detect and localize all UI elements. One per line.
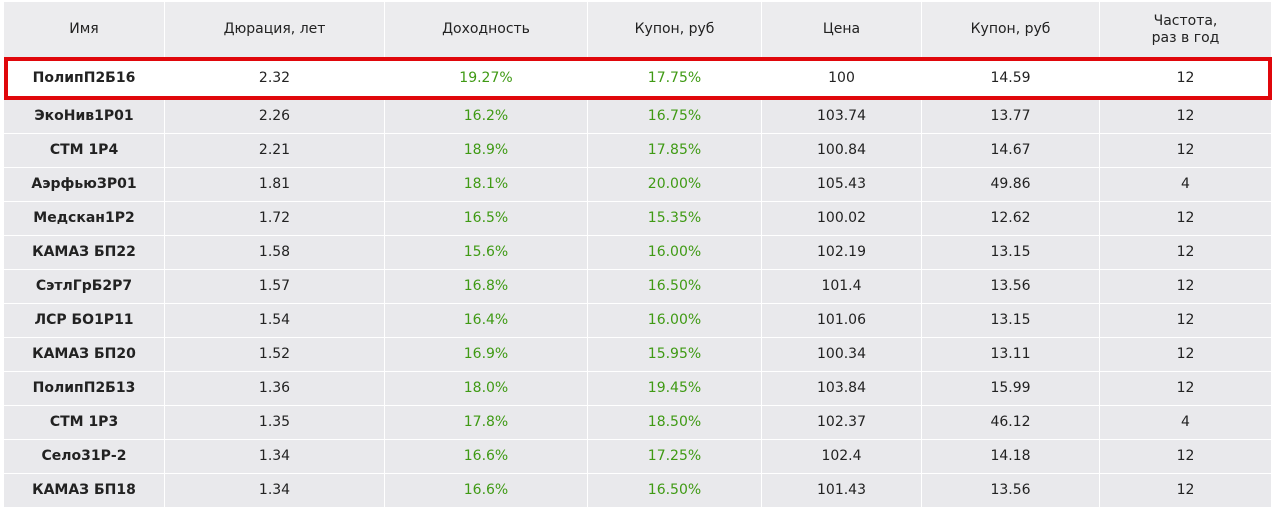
table-cell: 102.4 [762, 440, 922, 474]
table-cell: 16.6% [385, 474, 588, 508]
bond-name: ЛСР БО1Р11 [4, 304, 165, 338]
table-cell: 1.34 [165, 440, 385, 474]
table-cell: 16.8% [385, 270, 588, 304]
table-cell: 1.52 [165, 338, 385, 372]
table-cell: 13.15 [922, 236, 1100, 270]
table-cell: 2.21 [165, 134, 385, 168]
table-cell: 15.99 [922, 372, 1100, 406]
table-cell: 103.84 [762, 372, 922, 406]
table-cell: 102.19 [762, 236, 922, 270]
table-cell: 1.57 [165, 270, 385, 304]
table-cell: 13.56 [922, 474, 1100, 508]
bond-name: КАМАЗ БП20 [4, 338, 165, 372]
bond-name: СТМ 1Р3 [4, 406, 165, 440]
table-cell: 12 [1100, 304, 1272, 338]
table-cell: 12 [1100, 270, 1272, 304]
table-cell: 100.02 [762, 202, 922, 236]
table-cell: 12 [1100, 372, 1272, 406]
table-cell: 16.00% [588, 236, 762, 270]
table-cell: 14.59 [922, 58, 1100, 100]
bond-name: АэрфьюЗР01 [4, 168, 165, 202]
table-cell: 49.86 [922, 168, 1100, 202]
table-cell: 16.5% [385, 202, 588, 236]
table-cell: 100.84 [762, 134, 922, 168]
header-cell: Частота, раз в год [1100, 2, 1272, 58]
table-cell: 2.32 [165, 58, 385, 100]
table-cell: 1.58 [165, 236, 385, 270]
table-cell: 100 [762, 58, 922, 100]
table-cell: 19.27% [385, 58, 588, 100]
header-cell: Доходность [385, 2, 588, 58]
header-cell: Купон, руб [922, 2, 1100, 58]
table-cell: 18.0% [385, 372, 588, 406]
table-cell: 105.43 [762, 168, 922, 202]
table-cell: 16.00% [588, 304, 762, 338]
table-cell: 101.06 [762, 304, 922, 338]
table-cell: 101.4 [762, 270, 922, 304]
table-cell: 17.8% [385, 406, 588, 440]
table-cell: 14.18 [922, 440, 1100, 474]
table-cell: 16.50% [588, 474, 762, 508]
table-cell: 12 [1100, 474, 1272, 508]
table-cell: 12 [1100, 440, 1272, 474]
table-cell: 16.75% [588, 100, 762, 134]
table-cell: 13.11 [922, 338, 1100, 372]
table-cell: 4 [1100, 168, 1272, 202]
header-cell: Цена [762, 2, 922, 58]
table-cell: 17.75% [588, 58, 762, 100]
table-cell: 12 [1100, 202, 1272, 236]
table-cell: 12 [1100, 236, 1272, 270]
table-cell: 4 [1100, 406, 1272, 440]
header-cell: Купон, руб [588, 2, 762, 58]
table-cell: 12 [1100, 338, 1272, 372]
table-cell: 14.67 [922, 134, 1100, 168]
table-cell: 17.85% [588, 134, 762, 168]
table-cell: 46.12 [922, 406, 1100, 440]
table-cell: 12 [1100, 100, 1272, 134]
table-cell: 16.2% [385, 100, 588, 134]
bond-name: ПолипП2Б16 [4, 58, 165, 100]
table-cell: 13.56 [922, 270, 1100, 304]
table-cell: 18.1% [385, 168, 588, 202]
bond-name: СэтлГрБ2Р7 [4, 270, 165, 304]
table-cell: 16.6% [385, 440, 588, 474]
table-cell: 1.34 [165, 474, 385, 508]
table-cell: 1.35 [165, 406, 385, 440]
table-cell: 100.34 [762, 338, 922, 372]
table-cell: 12 [1100, 58, 1272, 100]
header-cell: Имя [4, 2, 165, 58]
table-cell: 18.50% [588, 406, 762, 440]
table-cell: 17.25% [588, 440, 762, 474]
bond-name: СТМ 1Р4 [4, 134, 165, 168]
table-cell: 13.15 [922, 304, 1100, 338]
table-cell: 20.00% [588, 168, 762, 202]
bond-name: КАМАЗ БП22 [4, 236, 165, 270]
table-cell: 1.54 [165, 304, 385, 338]
table-cell: 103.74 [762, 100, 922, 134]
bond-name: Село31Р-2 [4, 440, 165, 474]
table-cell: 16.50% [588, 270, 762, 304]
table-cell: 16.9% [385, 338, 588, 372]
table-cell: 1.81 [165, 168, 385, 202]
bond-table: Имя Дюрация, лет Доходность Купон, руб Цена К… [4, 2, 1272, 508]
table-cell: 15.35% [588, 202, 762, 236]
header-cell: Дюрация, лет [165, 2, 385, 58]
bond-name: ПолипП2Б13 [4, 372, 165, 406]
table-cell: 101.43 [762, 474, 922, 508]
bond-name: КАМАЗ БП18 [4, 474, 165, 508]
table-cell: 15.95% [588, 338, 762, 372]
bond-name: Медскан1Р2 [4, 202, 165, 236]
table-cell: 13.77 [922, 100, 1100, 134]
table-cell: 16.4% [385, 304, 588, 338]
table-cell: 1.72 [165, 202, 385, 236]
table-cell: 12.62 [922, 202, 1100, 236]
bond-name: ЭкоНив1Р01 [4, 100, 165, 134]
table-cell: 15.6% [385, 236, 588, 270]
table-cell: 2.26 [165, 100, 385, 134]
table-cell: 18.9% [385, 134, 588, 168]
table-cell: 102.37 [762, 406, 922, 440]
table-cell: 12 [1100, 134, 1272, 168]
table-cell: 19.45% [588, 372, 762, 406]
table-cell: 1.36 [165, 372, 385, 406]
